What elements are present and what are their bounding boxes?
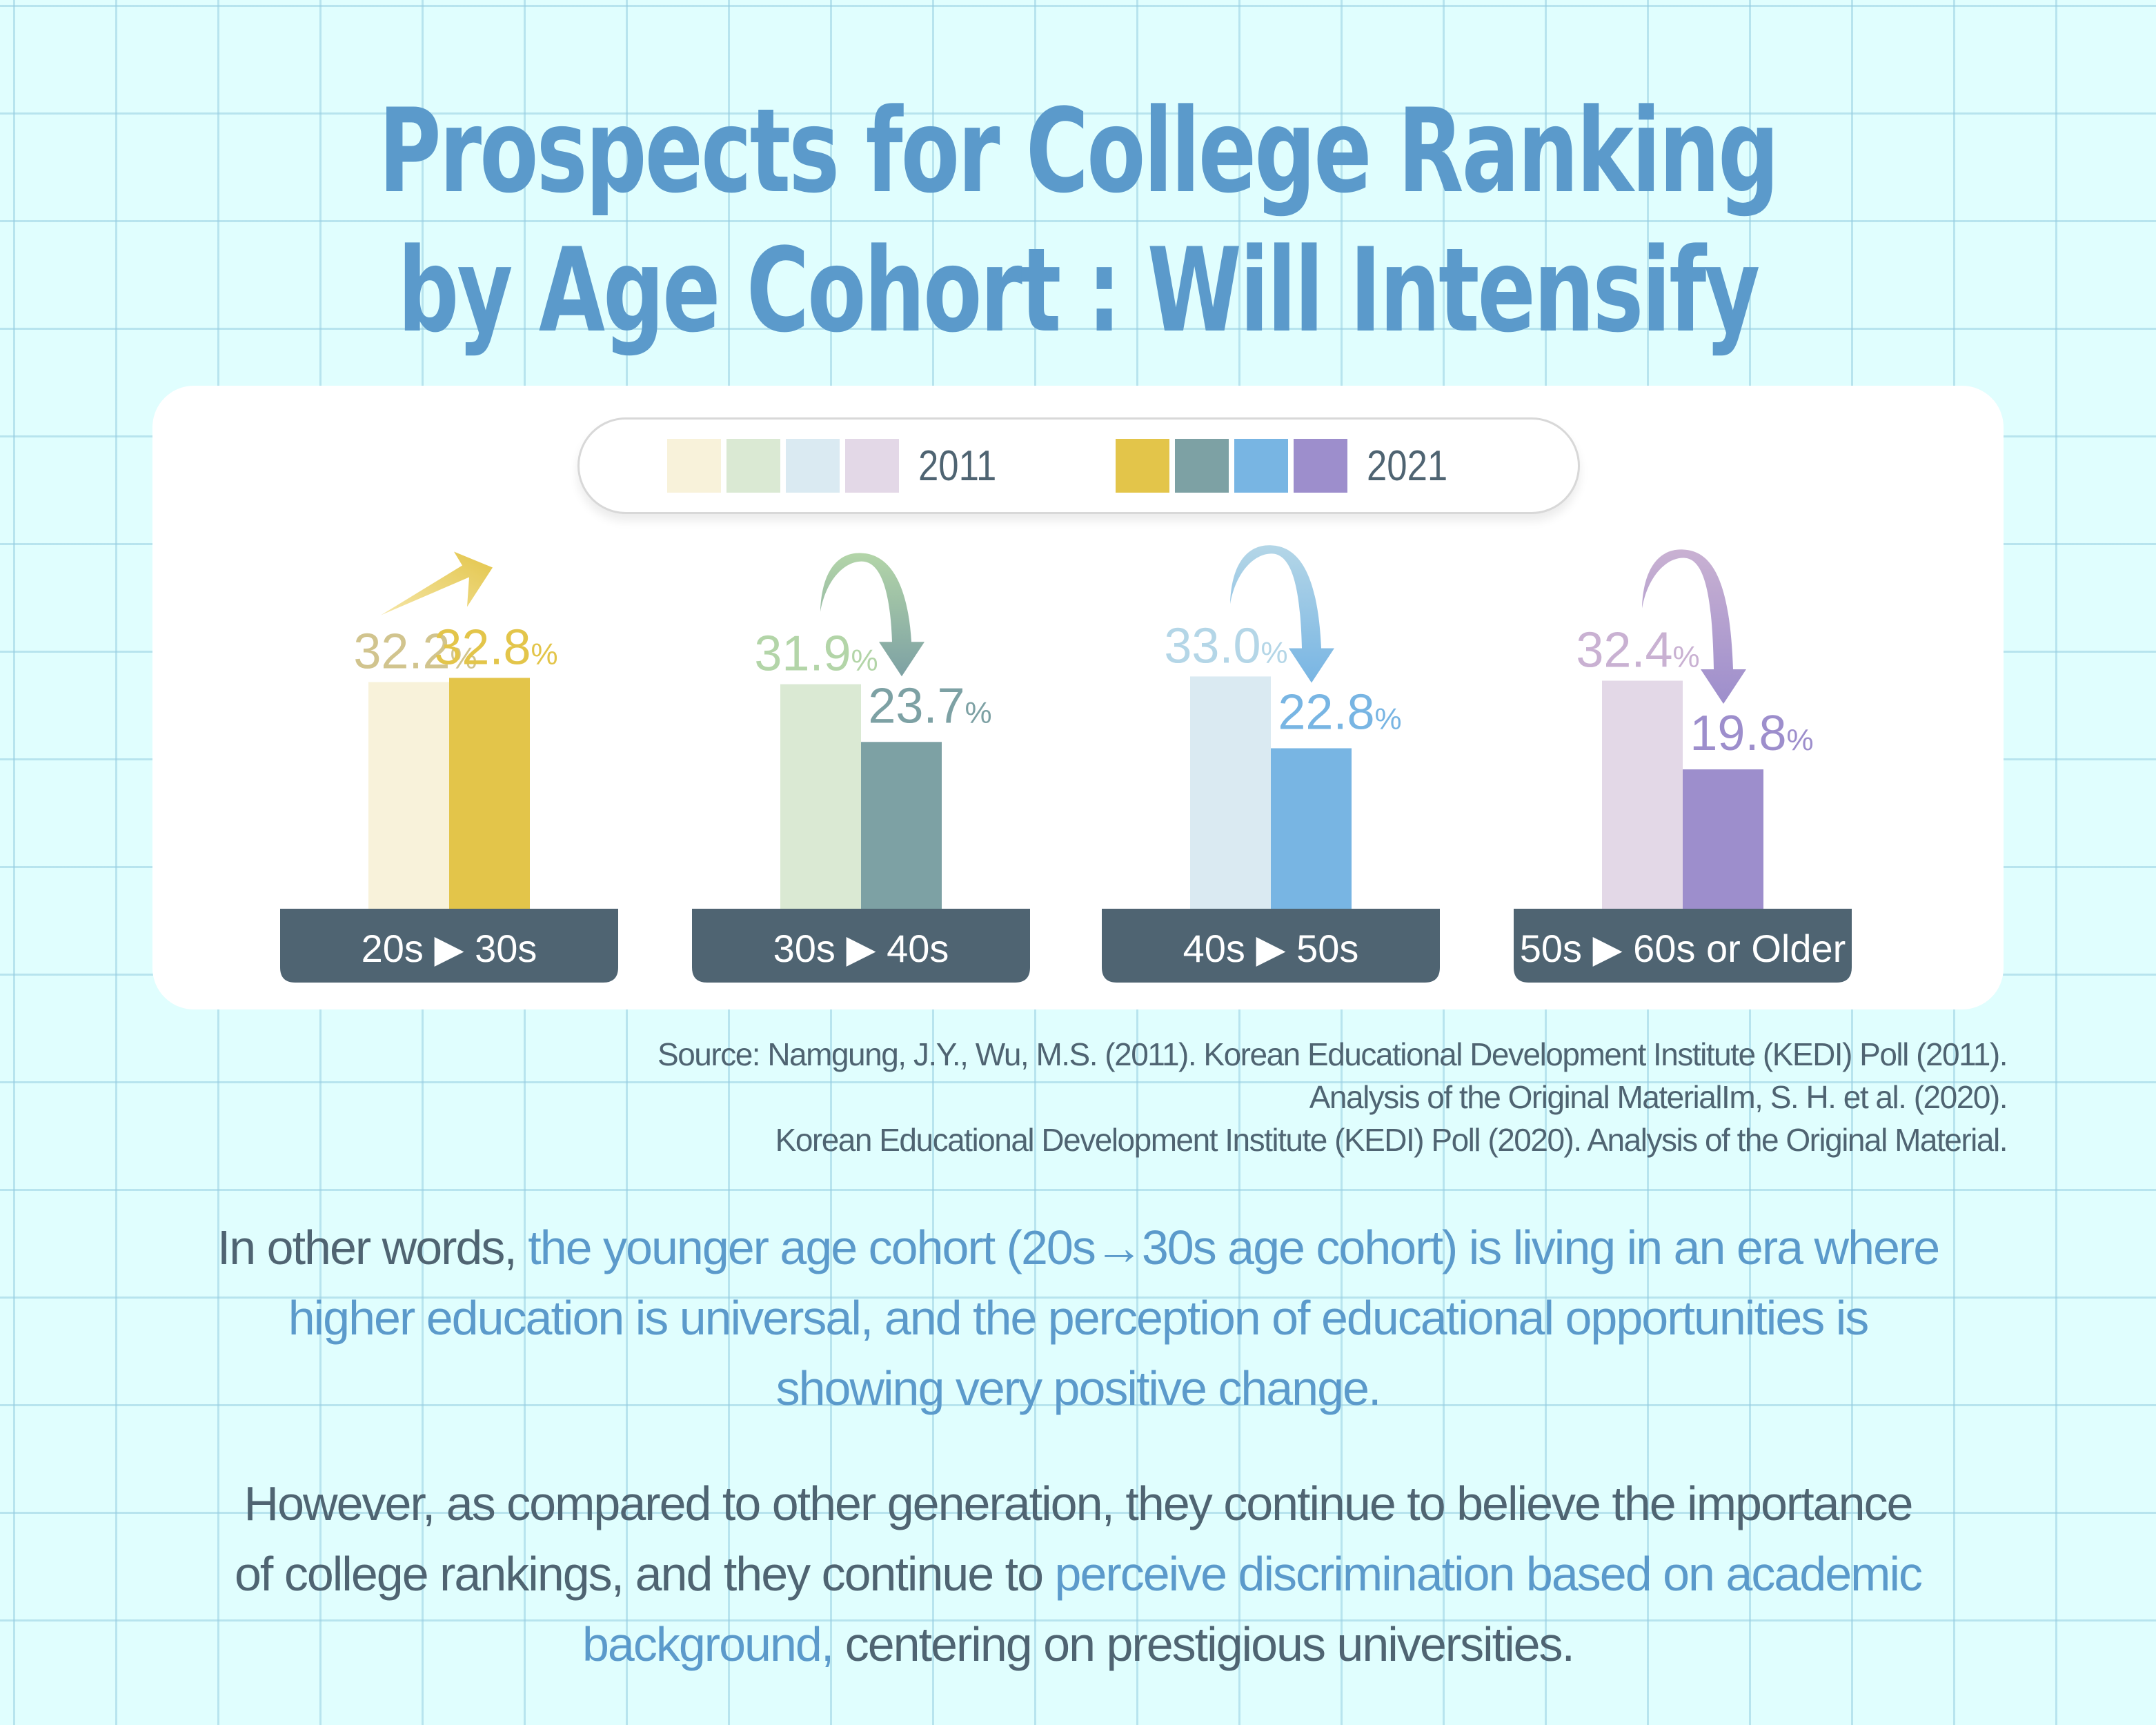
paragraph-line: showing very positive change. <box>69 1353 2087 1423</box>
legend-swatch <box>845 439 899 493</box>
bar-2021 <box>449 678 530 909</box>
legend-swatch <box>667 439 721 493</box>
bar-2021 <box>861 742 942 909</box>
trend-up-arrow <box>381 551 493 615</box>
bar-2011 <box>780 684 861 909</box>
source-line: Analysis of the Original MaterialIm, S. … <box>1309 1079 2008 1115</box>
legend-swatch <box>1116 439 1169 493</box>
bar-group: 20s ▶ 30s 32.2%32.8% <box>280 551 618 983</box>
paragraph-line: higher education is universal, and the p… <box>69 1283 2087 1353</box>
chart-legend: 2011 2021 <box>577 417 1580 514</box>
highlighted-text: perceive discrimination based on academi… <box>1054 1547 1923 1601</box>
summary-paragraph-2: However, as compared to other generation… <box>69 1468 2087 1679</box>
value-label-2011: 32.4% <box>1576 623 1699 678</box>
summary-paragraph-1: In other words, the younger age cohort (… <box>69 1212 2087 1423</box>
value-label-2011: 33.0% <box>1164 618 1287 673</box>
highlighted-text: higher education is universal, and the p… <box>288 1291 1870 1345</box>
source-line: Source: Namgung, J.Y., Wu, M.S. (2011). … <box>657 1036 2008 1072</box>
trend-down-arrow <box>1642 549 1746 704</box>
value-label-2011: 32.2% <box>353 624 477 680</box>
page-title: Prospects for College Ranking by Age Coh… <box>280 81 1876 360</box>
body-text: centering on prestigious universities. <box>833 1617 1575 1671</box>
bar-2021 <box>1271 748 1352 909</box>
body-text: However, as compared to other generation… <box>244 1477 1914 1530</box>
bar-2011 <box>1602 680 1683 909</box>
category-label-box <box>280 909 618 983</box>
highlighted-text: the younger age cohort (20s→30s age coho… <box>528 1221 1940 1274</box>
bar-group: 50s ▶ 60s or Older 32.4% 19.8% <box>1514 549 1852 983</box>
legend-swatch <box>786 439 840 493</box>
category-label: 40s ▶ 50s <box>1183 927 1359 970</box>
value-label-2021: 22.8% <box>1278 684 1401 740</box>
bar-2021 <box>1683 769 1763 909</box>
bar-2011 <box>368 682 449 909</box>
source-citation: Source: Namgung, J.Y., Wu, M.S. (2011). … <box>657 1033 2008 1161</box>
category-label-box <box>692 909 1030 983</box>
legend-group-2011: 2011 <box>667 437 1010 494</box>
trend-down-arrow <box>820 553 924 677</box>
legend-swatch <box>1175 439 1229 493</box>
category-label: 20s ▶ 30s <box>362 927 537 970</box>
body-text: In other words, <box>217 1221 528 1274</box>
highlighted-text: background, <box>582 1617 834 1671</box>
category-label: 50s ▶ 60s or Older <box>1520 927 1846 970</box>
legend-label-2021: 2021 <box>1367 442 1448 490</box>
paragraph-line: background, centering on prestigious uni… <box>69 1609 2087 1679</box>
value-label-2011: 31.9% <box>754 627 878 682</box>
source-line: Korean Educational Development Institute… <box>775 1122 2008 1158</box>
category-label-box <box>1514 909 1852 983</box>
legend-swatch <box>726 439 780 493</box>
body-text: of college rankings, and they continue t… <box>235 1547 1055 1601</box>
bar-group: 30s ▶ 40s 31.9%23.7% <box>692 553 1030 983</box>
bar-2011 <box>1190 676 1271 909</box>
legend-swatch <box>1234 439 1288 493</box>
paragraph-line: However, as compared to other generation… <box>69 1468 2087 1539</box>
category-label-box <box>1102 909 1440 983</box>
title-line-1: Prospects for College Ranking <box>378 83 1779 219</box>
value-label-2021: 32.8% <box>434 620 557 675</box>
category-label: 30s ▶ 40s <box>773 927 949 970</box>
value-label-2021: 19.8% <box>1690 706 1813 761</box>
title-line-2: by Age Cohort : Will Intensify <box>397 223 1760 358</box>
legend-group-2021: 2021 <box>1116 437 1462 494</box>
paragraph-line: of college rankings, and they continue t… <box>69 1539 2087 1609</box>
trend-down-arrow <box>1230 545 1334 683</box>
legend-label-2011: 2011 <box>918 442 997 490</box>
legend-swatch <box>1294 439 1347 493</box>
paragraph-line: In other words, the younger age cohort (… <box>69 1212 2087 1283</box>
bar-group: 40s ▶ 50s 33.0% 22.8% <box>1102 545 1440 983</box>
value-label-2021: 23.7% <box>868 678 991 733</box>
highlighted-text: showing very positive change. <box>775 1361 1382 1415</box>
